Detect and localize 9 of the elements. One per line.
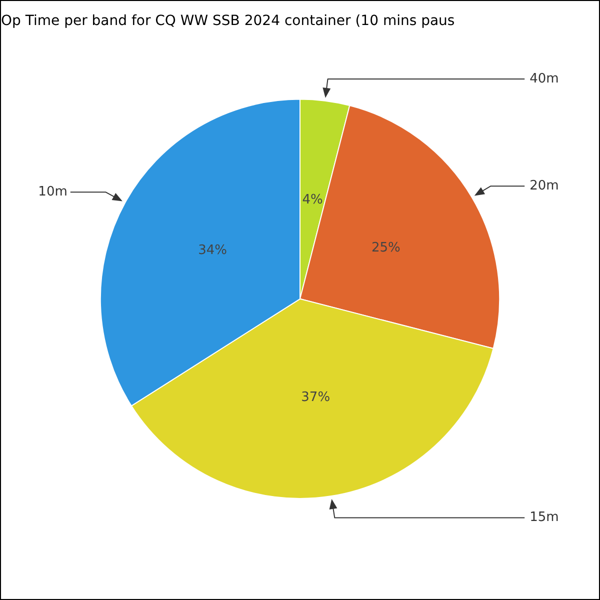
slice-label: 40m bbox=[530, 71, 559, 86]
data-label: 4% bbox=[302, 192, 323, 208]
slice-label: 20m bbox=[530, 178, 559, 194]
data-label: 37% bbox=[301, 390, 330, 405]
chart-title: Op Time per band for CQ WW SSB 2024 container (10 mins paus bbox=[1, 13, 455, 30]
slice-label: 15m bbox=[530, 510, 559, 526]
data-label: 25% bbox=[371, 240, 400, 256]
data-label: 34% bbox=[198, 243, 227, 258]
slice-label: 10m bbox=[38, 184, 68, 200]
